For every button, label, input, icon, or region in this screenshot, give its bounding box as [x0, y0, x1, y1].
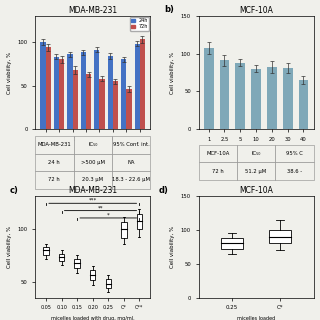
- Bar: [59, 60, 64, 129]
- Text: b): b): [164, 5, 174, 14]
- Bar: [106, 279, 111, 288]
- Bar: [75, 259, 80, 268]
- Bar: [220, 60, 229, 129]
- Bar: [59, 253, 64, 261]
- Bar: [135, 44, 140, 129]
- Legend: 24h, 72h: 24h, 72h: [130, 17, 149, 31]
- Bar: [100, 78, 105, 129]
- Bar: [81, 52, 86, 129]
- Bar: [73, 70, 78, 129]
- Bar: [267, 67, 277, 129]
- Bar: [90, 270, 95, 280]
- Bar: [251, 69, 261, 129]
- Bar: [140, 39, 145, 129]
- Bar: [44, 247, 49, 255]
- Bar: [40, 42, 45, 129]
- Text: ***: ***: [89, 198, 97, 203]
- Bar: [108, 56, 113, 129]
- Y-axis label: Cell viability, %: Cell viability, %: [7, 52, 12, 93]
- Bar: [269, 230, 291, 244]
- Title: MDA-MB-231: MDA-MB-231: [68, 186, 117, 195]
- Y-axis label: Cell viability, %: Cell viability, %: [170, 226, 175, 268]
- Bar: [86, 74, 91, 129]
- Text: **: **: [98, 205, 103, 210]
- Bar: [121, 60, 126, 129]
- Text: *: *: [107, 212, 110, 217]
- Bar: [236, 63, 245, 129]
- Bar: [45, 47, 51, 129]
- Bar: [137, 214, 142, 229]
- Bar: [283, 68, 292, 129]
- Bar: [113, 81, 118, 129]
- Title: MCF-10A: MCF-10A: [239, 6, 273, 15]
- Bar: [299, 80, 308, 129]
- Bar: [54, 57, 59, 129]
- Bar: [94, 50, 100, 129]
- Bar: [121, 222, 126, 238]
- Title: MDA-MB-231: MDA-MB-231: [68, 6, 117, 15]
- X-axis label: micelles loaded
with drug, mg/ml.: micelles loaded with drug, mg/ml.: [234, 316, 278, 320]
- Text: c): c): [10, 186, 19, 195]
- Bar: [221, 238, 243, 249]
- Y-axis label: Cell viability, %: Cell viability, %: [170, 52, 175, 93]
- X-axis label: micelles loaded with drug, mg/ml.: micelles loaded with drug, mg/ml.: [51, 316, 134, 320]
- X-axis label: Drug, μM: Drug, μM: [80, 147, 105, 152]
- Bar: [126, 89, 132, 129]
- Text: d): d): [158, 186, 168, 195]
- Y-axis label: Cell viability, %: Cell viability, %: [7, 226, 12, 268]
- Bar: [204, 48, 213, 129]
- Bar: [68, 54, 73, 129]
- X-axis label: Drug, μM: Drug, μM: [244, 147, 269, 152]
- Title: MCF-10A: MCF-10A: [239, 186, 273, 195]
